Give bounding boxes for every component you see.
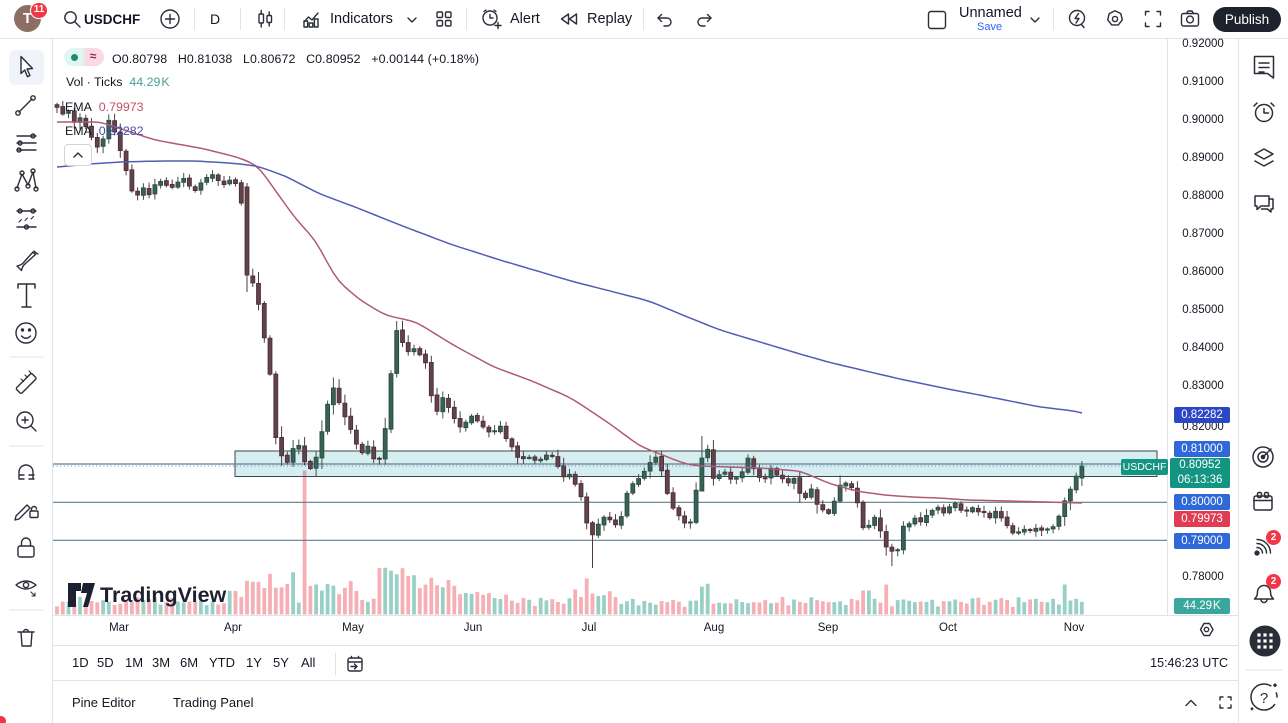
- svg-text:?: ?: [1260, 690, 1268, 707]
- svg-text:TradingView: TradingView: [100, 583, 227, 607]
